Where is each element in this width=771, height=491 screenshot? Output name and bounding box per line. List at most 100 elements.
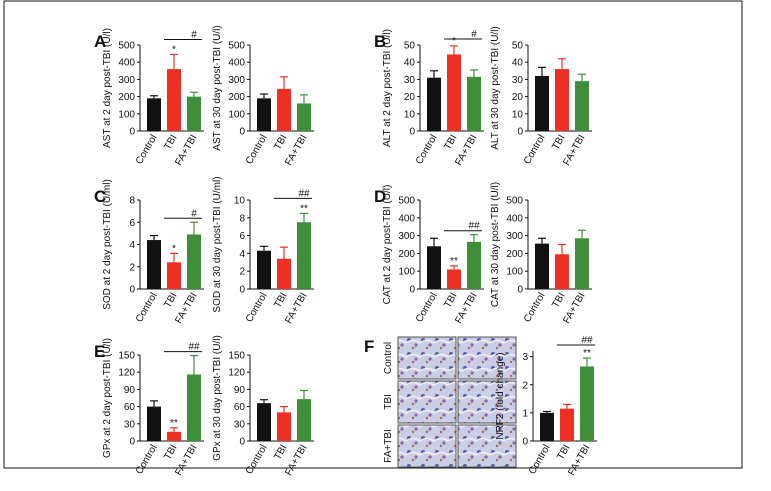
bar xyxy=(187,96,201,131)
y-tick-label: 0 xyxy=(129,285,135,296)
bar xyxy=(427,77,441,131)
bar xyxy=(147,98,161,131)
y-tick-label: 500 xyxy=(506,196,523,207)
x-tick-label: TBI xyxy=(272,291,289,310)
y-tick-label: 10 xyxy=(512,109,524,120)
bar xyxy=(580,366,594,441)
y-tick-label: 400 xyxy=(506,213,523,224)
bracket-label: # xyxy=(191,208,197,219)
bar xyxy=(257,250,271,289)
significance-marker: ** xyxy=(170,418,178,429)
y-tick-label: 8 xyxy=(129,196,135,207)
y-tick-label: 2 xyxy=(522,380,528,391)
y-tick-label: 10 xyxy=(404,109,416,120)
y-axis-label: GPx at 2 day post-TBI (U/l) xyxy=(102,338,113,458)
x-tick-label: TBI xyxy=(550,133,567,152)
bar-chart: 0 10 20 30 40 50 ALT at 30 day post-TBI (U/l) C… xyxy=(490,26,592,168)
row-label: TBI xyxy=(383,394,394,410)
y-tick-label: 8 xyxy=(239,213,245,224)
bar xyxy=(297,103,311,131)
y-tick-label: 2 xyxy=(129,262,135,273)
y-axis-label: AST at 30 day post-TBI (U/l) xyxy=(212,25,223,150)
bar xyxy=(147,406,161,441)
bar xyxy=(187,234,201,289)
y-tick-label: 300 xyxy=(228,75,245,86)
bar xyxy=(535,243,549,289)
x-tick-label: Control xyxy=(527,443,553,476)
y-tick-label: 40 xyxy=(404,58,416,69)
y-tick-label: 30 xyxy=(124,419,136,430)
bar xyxy=(257,403,271,441)
y-tick-label: 0 xyxy=(239,285,245,296)
y-tick-label: 500 xyxy=(228,41,245,52)
y-tick-label: 500 xyxy=(398,196,415,207)
bar-chart: 0 100 200 300 400 500 CAT at 30 day post-TBI (… xyxy=(490,182,592,326)
bar xyxy=(575,238,589,289)
x-tick-label: TBI xyxy=(272,443,289,462)
panel-label: A xyxy=(94,32,106,51)
bar xyxy=(167,431,181,441)
x-tick-label: Control xyxy=(414,133,440,166)
image xyxy=(457,336,517,380)
bar xyxy=(540,412,554,441)
y-tick-label: 0 xyxy=(239,127,245,138)
y-tick-label: 0 xyxy=(129,127,135,138)
panel-label: E xyxy=(94,342,105,361)
bracket-label: ## xyxy=(581,335,593,346)
bar-chart: 0 30 60 90 120 150 GPx at 30 day post-TBI (U/l… xyxy=(212,335,314,478)
bar xyxy=(555,69,569,131)
figure-border xyxy=(3,0,743,469)
significance-marker: ** xyxy=(583,348,591,359)
y-axis-label: AST at 2 day post-TBI (U/l) xyxy=(102,28,113,148)
y-tick-label: 30 xyxy=(404,75,416,86)
panel-label: B xyxy=(374,32,386,51)
bracket-label: ## xyxy=(188,342,200,353)
bar xyxy=(187,374,201,441)
y-tick-label: 60 xyxy=(234,402,246,413)
bar xyxy=(575,81,589,131)
bar xyxy=(447,54,461,131)
bar xyxy=(147,240,161,289)
x-tick-label: TBI xyxy=(272,133,289,152)
x-tick-label: Control xyxy=(244,133,270,166)
y-tick-label: 500 xyxy=(118,41,135,52)
bar xyxy=(277,88,291,131)
bar xyxy=(167,69,181,131)
bar-chart: 0 2 4 6 8 10 SOD at 30 day post-TBI (U/ml) Cont… xyxy=(212,176,314,326)
x-tick-label: TBI xyxy=(162,133,179,152)
y-tick-label: 400 xyxy=(118,58,135,69)
bar xyxy=(297,222,311,289)
image xyxy=(397,336,457,380)
y-tick-label: 2 xyxy=(239,267,245,278)
y-tick-label: 0 xyxy=(409,127,415,138)
y-axis-label: CAT at 2 day post-TBI (U/l) xyxy=(382,185,393,305)
y-tick-label: 0 xyxy=(517,285,523,296)
x-tick-label: Control xyxy=(134,443,160,476)
y-tick-label: 60 xyxy=(124,402,136,413)
y-tick-label: 100 xyxy=(228,109,245,120)
significance-marker: * xyxy=(172,44,176,55)
row-label: Control xyxy=(383,342,394,374)
bar xyxy=(257,98,271,131)
y-tick-label: 20 xyxy=(404,92,416,103)
x-tick-label: Control xyxy=(244,443,270,476)
bar xyxy=(560,408,574,441)
x-tick-label: TBI xyxy=(550,291,567,310)
y-axis-label: ALT at 30 day post-TBI (U/l) xyxy=(490,26,501,150)
y-tick-label: 0 xyxy=(522,437,528,448)
y-tick-label: 400 xyxy=(398,213,415,224)
y-axis-label: CAT at 30 day post-TBI (U/l) xyxy=(490,182,501,307)
y-tick-label: 20 xyxy=(512,92,524,103)
x-tick-label: TBI xyxy=(442,133,459,152)
bar-chart: B 0 10 20 30 40 50 ALT at 2 day post-TBI (U/l) C… xyxy=(374,29,484,168)
bar xyxy=(277,412,291,441)
y-tick-label: 100 xyxy=(118,109,135,120)
y-tick-label: 50 xyxy=(404,41,416,52)
y-tick-label: 200 xyxy=(506,249,523,260)
image xyxy=(397,380,457,424)
bracket-label: ## xyxy=(468,221,480,232)
bar xyxy=(535,75,549,131)
bar-chart: C 0 2 4 6 8 SOD at 2 day post-TBI (U/ml) Contro… xyxy=(94,179,204,326)
x-tick-label: Control xyxy=(244,291,270,324)
y-tick-label: 30 xyxy=(512,75,524,86)
